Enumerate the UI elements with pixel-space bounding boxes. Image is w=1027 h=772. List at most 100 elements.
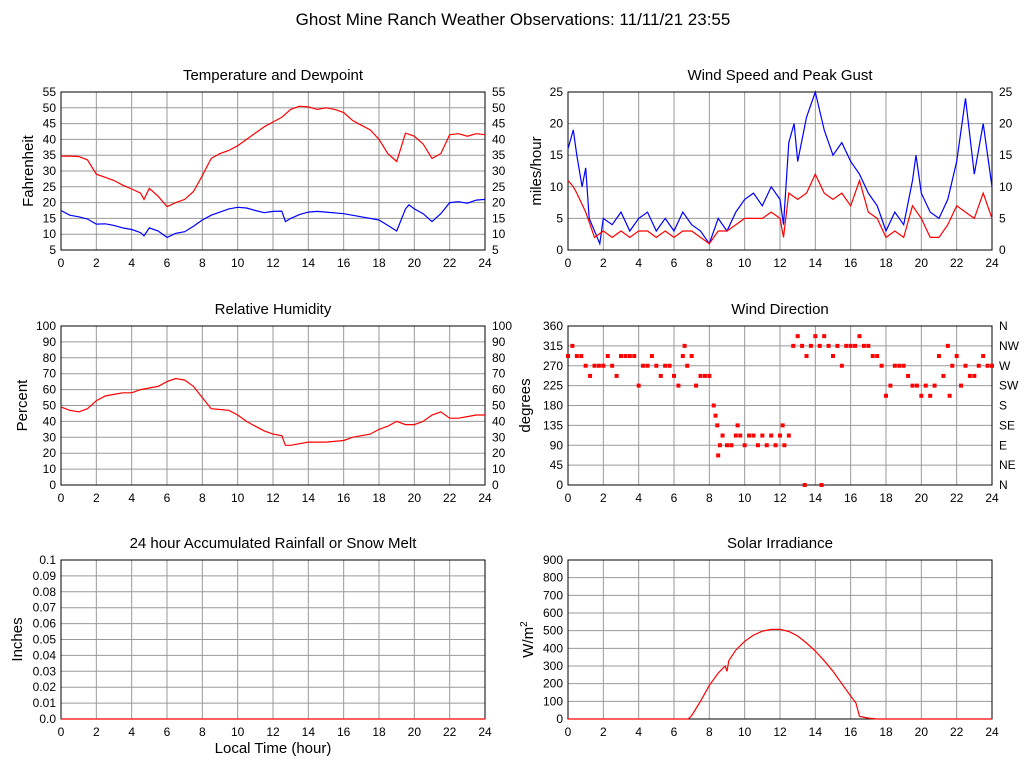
x-tick-label: 2 xyxy=(93,256,100,270)
y-tick-label: 225 xyxy=(543,379,563,393)
x-tick-label: 12 xyxy=(266,725,280,739)
x-tick-label: 6 xyxy=(164,256,171,270)
right-tick-label: S xyxy=(999,399,1007,413)
wind-direction-point xyxy=(813,334,818,339)
x-tick-label: 22 xyxy=(950,256,964,270)
wind-direction-point xyxy=(636,383,641,388)
temperature-line xyxy=(61,105,486,208)
x-tick-label: 14 xyxy=(809,491,823,505)
x-tick-label: 18 xyxy=(879,491,893,505)
wind-direction-point xyxy=(720,433,725,438)
y-tick-label: 60 xyxy=(43,383,57,397)
x-tick-label: 12 xyxy=(266,256,280,270)
y-tick-label: 20 xyxy=(43,196,57,210)
right-tick-label: 0 xyxy=(999,243,1006,257)
wind-speed-line xyxy=(567,172,993,245)
x-tick-label: 2 xyxy=(600,491,607,505)
right-tick-label: SW xyxy=(999,379,1019,393)
y-tick-label: 15 xyxy=(43,211,57,225)
wind-direction-point xyxy=(919,393,924,398)
wind-direction-point xyxy=(715,423,720,428)
right-tick-label: 40 xyxy=(492,414,506,428)
x-tick-label: 20 xyxy=(915,491,929,505)
wind-direction-point xyxy=(702,373,707,378)
x-tick-label: 18 xyxy=(372,256,386,270)
x-tick-label: 14 xyxy=(302,491,316,505)
right-tick-label: 10 xyxy=(999,180,1013,194)
y-tick-label: 50 xyxy=(43,101,57,115)
right-tick-label: 5 xyxy=(492,243,499,257)
wind-direction-point xyxy=(570,343,575,348)
right-tick-label: 50 xyxy=(492,101,506,115)
wind-direction-point xyxy=(627,354,632,359)
x-axis-label: Local Time (hour) xyxy=(215,740,332,757)
y-tick-label: 0.04 xyxy=(33,648,57,662)
x-tick-label: 4 xyxy=(128,256,135,270)
right-tick-label: 10 xyxy=(492,227,506,241)
wind-direction-point xyxy=(579,354,584,359)
x-tick-label: 22 xyxy=(443,725,457,739)
x-tick-label: 20 xyxy=(915,725,929,739)
wind-speed-y-label: miles/hour xyxy=(528,136,545,205)
right-tick-label: 55 xyxy=(492,85,506,99)
wind-direction-point xyxy=(808,343,813,348)
right-tick-label: 20 xyxy=(492,446,506,460)
x-tick-label: 16 xyxy=(844,725,858,739)
y-tick-label: 135 xyxy=(543,418,563,432)
wind-direction-point xyxy=(592,363,597,368)
right-tick-label: 0 xyxy=(492,478,499,492)
rainfall-y-label: Inches xyxy=(9,617,26,661)
x-tick-label: 12 xyxy=(773,725,787,739)
wind-direction-point xyxy=(778,433,782,438)
wind-direction-point xyxy=(795,334,800,339)
y-tick-label: 10 xyxy=(43,227,57,241)
solar-irradiance-y-label: W/m2 xyxy=(519,621,537,658)
wind-direction-title: Wind Direction xyxy=(731,301,829,318)
right-tick-label: SE xyxy=(999,418,1015,432)
wind-direction-point xyxy=(601,363,606,368)
wind-direction-point xyxy=(959,383,964,388)
wind-speed-title: Wind Speed and Peak Gust xyxy=(687,67,873,84)
y-tick-label: 500 xyxy=(543,624,563,638)
y-tick-label: 0.03 xyxy=(33,664,57,678)
x-tick-label: 8 xyxy=(199,491,206,505)
x-tick-label: 18 xyxy=(879,256,893,270)
y-tick-label: 35 xyxy=(43,148,57,162)
x-tick-label: 14 xyxy=(302,256,316,270)
right-tick-label: 15 xyxy=(999,148,1013,162)
relative-humidity-line xyxy=(60,377,485,446)
wind-direction-point xyxy=(976,363,981,368)
dewpoint-line xyxy=(60,198,486,239)
wind-direction-point xyxy=(614,373,619,378)
wind-direction-point xyxy=(967,373,972,378)
wind-direction-point xyxy=(698,373,703,378)
wind-direction-point xyxy=(588,373,593,378)
y-tick-label: 10 xyxy=(550,180,564,194)
x-tick-label: 2 xyxy=(93,491,100,505)
wind-direction-plot-frame xyxy=(567,325,993,486)
right-tick-label: 35 xyxy=(492,148,506,162)
x-tick-label: 12 xyxy=(773,256,787,270)
y-tick-label: 0.1 xyxy=(39,553,56,567)
wind-direction-point xyxy=(694,383,699,388)
y-tick-label: 315 xyxy=(543,339,563,353)
y-tick-label: 0.02 xyxy=(33,680,57,694)
wind-direction-point xyxy=(844,343,849,348)
x-tick-label: 2 xyxy=(93,725,100,739)
x-tick-label: 22 xyxy=(443,491,457,505)
wind-direction-point xyxy=(945,343,950,348)
x-tick-label: 0 xyxy=(565,491,572,505)
x-tick-label: 0 xyxy=(565,725,572,739)
y-tick-label: 900 xyxy=(543,553,563,567)
y-tick-label: 0.07 xyxy=(33,601,57,615)
wind-direction-point xyxy=(826,343,831,348)
y-tick-label: 25 xyxy=(43,180,57,194)
y-tick-label: 700 xyxy=(543,588,563,602)
y-tick-label: 300 xyxy=(543,659,563,673)
wind-direction-point xyxy=(717,443,722,448)
wind-direction-point xyxy=(897,363,902,368)
wind-direction-point xyxy=(901,363,906,368)
y-tick-label: 20 xyxy=(550,117,564,131)
